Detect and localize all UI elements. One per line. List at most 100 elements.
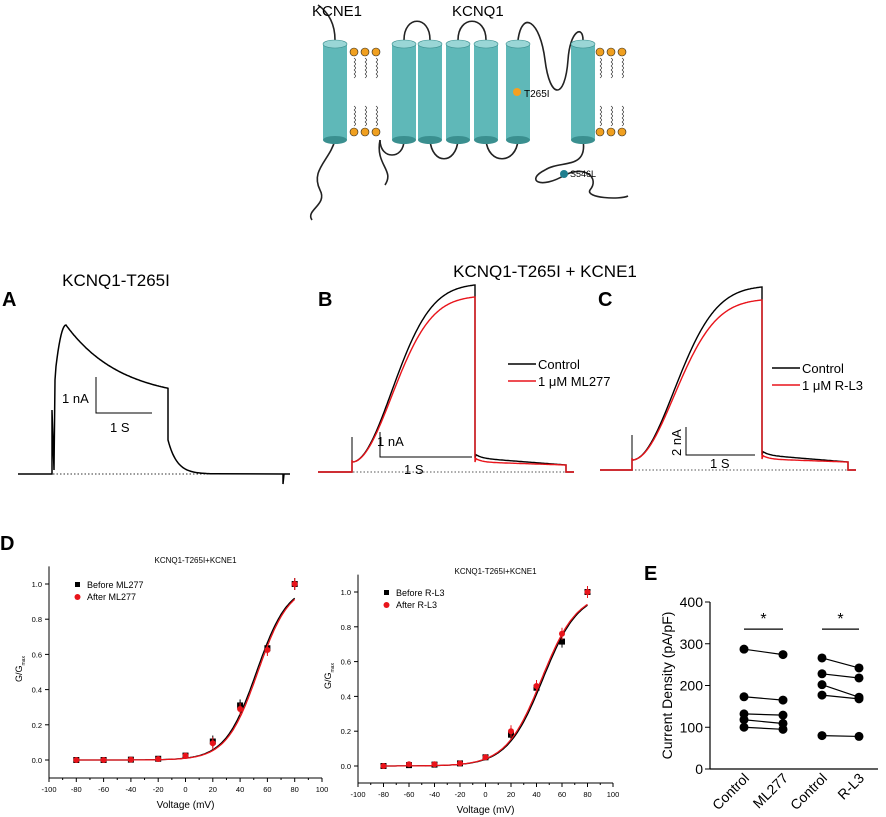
y-tick-label: 0.4 <box>32 686 42 695</box>
lipid-bilayer-left-head <box>360 127 370 137</box>
panel-c-scale-x: 1 S <box>710 456 730 471</box>
x-axis-label: Voltage (mV) <box>457 805 515 816</box>
data-point-control <box>817 653 827 663</box>
data-point-circle <box>457 760 463 767</box>
fit-curve-0 <box>383 604 588 767</box>
data-point-circle <box>100 757 107 763</box>
kcnq1-helix-s4 <box>474 44 498 140</box>
kcnq1-loop-s4s5 <box>485 139 519 160</box>
panel-a-current-trace <box>18 324 290 485</box>
lipid-bilayer-right-tail <box>610 105 613 111</box>
kcnq1-helix-s1 <box>392 44 416 140</box>
lipid-bilayer-right-tail <box>599 105 602 111</box>
y-label-sub: max <box>330 663 336 673</box>
lipid-bilayer-left-tail <box>375 73 378 79</box>
kcnq1-helix-s5-top <box>505 39 531 49</box>
drug-trace <box>600 299 856 471</box>
data-point-circle <box>182 752 189 759</box>
drug-trace <box>318 296 574 473</box>
panel-c-legend-control: Control <box>802 361 844 376</box>
kcnq1-label: KCNQ1 <box>452 3 504 20</box>
lipid-bilayer-right-tail <box>610 61 613 67</box>
lipid-bilayer-right-tail <box>621 117 624 123</box>
paired-line <box>743 648 784 656</box>
x-category-label: Control <box>787 770 830 813</box>
control-trace <box>318 284 574 473</box>
panel-letter-c: C <box>598 289 612 311</box>
data-point-circle <box>431 761 438 768</box>
kcnq1-helix-s2 <box>418 44 442 140</box>
data-point-control <box>817 680 827 690</box>
y-label-sub: max <box>21 656 27 666</box>
lipid-bilayer-left-tail <box>353 69 356 75</box>
panel-letter-d: D <box>0 533 14 555</box>
x-tick-label: 40 <box>236 785 244 794</box>
y-tick-label: 0.6 <box>32 650 42 659</box>
panel-c-legend-drug: 1 μM R-L3 <box>802 378 863 393</box>
kcne1-label: KCNE1 <box>312 3 362 20</box>
x-tick-label: -40 <box>125 785 136 794</box>
lipid-bilayer-right-tail <box>621 57 624 63</box>
y-tick-label: 200 <box>680 678 704 694</box>
data-point-circle <box>380 763 387 769</box>
kcnq1-helix-s6-bottom <box>571 136 595 144</box>
x-tick-label: 80 <box>291 785 299 794</box>
data-point-treated <box>778 724 788 734</box>
lipid-bilayer-left-tail <box>375 57 378 63</box>
kcnq1-helix-s6 <box>571 44 595 140</box>
x-tick-label: -80 <box>71 785 82 794</box>
paired-line <box>821 735 860 738</box>
panel-c-scale-y: 2 nA <box>669 429 684 456</box>
lipid-bilayer-left-tail <box>353 57 356 63</box>
paired-line <box>743 719 784 725</box>
kcnq1-n-terminus-link <box>379 139 405 156</box>
x-axis-label: Voltage (mV) <box>157 800 215 811</box>
kcnq1-helix-s2-top <box>417 39 443 49</box>
lipid-bilayer-left-tail <box>375 61 378 67</box>
x-tick-label: -80 <box>378 790 389 799</box>
y-tick-label: 0 <box>695 761 703 777</box>
significance-star: * <box>837 611 843 628</box>
kcne1-c-terminus <box>309 139 336 221</box>
x-tick-label: -20 <box>455 790 466 799</box>
lipid-bilayer-left-tail <box>353 113 356 119</box>
x-tick-label: -60 <box>98 785 109 794</box>
y-tick-label: 100 <box>680 719 704 735</box>
panel-c-current-traces <box>600 286 856 471</box>
x-tick-label: 60 <box>558 790 566 799</box>
y-tick-label: 0.6 <box>341 658 351 667</box>
y-axis-label: G/Gmax <box>14 656 27 682</box>
data-point-treated <box>778 695 788 705</box>
panel-a-scale-x: 1 S <box>110 420 130 435</box>
panel-b-title: KCNQ1-T265I + KCNE1 <box>453 262 637 281</box>
panel-b-legend-drug: 1 μM ML277 <box>538 374 611 389</box>
lipid-bilayer-left-tail <box>353 117 356 123</box>
lipid-bilayer-right-tail <box>599 121 602 127</box>
kcnq1-helix-s1-top <box>391 39 417 49</box>
lipid-bilayer-right-tail <box>610 65 613 71</box>
scale-bar <box>685 427 755 456</box>
panel-letter-b: B <box>318 289 332 311</box>
x-tick-label: 60 <box>263 785 271 794</box>
kcnq1-n-terminus <box>378 139 389 186</box>
fit-curve-1 <box>383 603 588 767</box>
lipid-bilayer-left-tail <box>375 69 378 75</box>
lipid-bilayer-right-tail <box>599 69 602 75</box>
lipid-bilayer-left-head <box>349 127 359 137</box>
data-point-control <box>739 692 749 702</box>
lipid-bilayer-left-tail <box>364 105 367 111</box>
legend-label: Before R-L3 <box>396 588 445 598</box>
y-tick-label: 0.8 <box>32 615 42 624</box>
x-category-label: Control <box>709 770 752 813</box>
kcnq1-helix-s3-top <box>445 39 471 49</box>
t265i-mutation-dot <box>513 88 521 96</box>
x-tick-label: 40 <box>532 790 540 799</box>
x-tick-label: 0 <box>483 790 487 799</box>
lipid-bilayer-left-tail <box>364 69 367 75</box>
lipid-bilayer-right-tail <box>610 113 613 119</box>
lipid-bilayer-left-tail <box>364 61 367 67</box>
lipid-bilayer-left-tail <box>353 73 356 79</box>
fit-curve-1 <box>76 598 296 761</box>
data-point-circle <box>127 756 134 763</box>
fit-curve-0 <box>76 597 296 761</box>
